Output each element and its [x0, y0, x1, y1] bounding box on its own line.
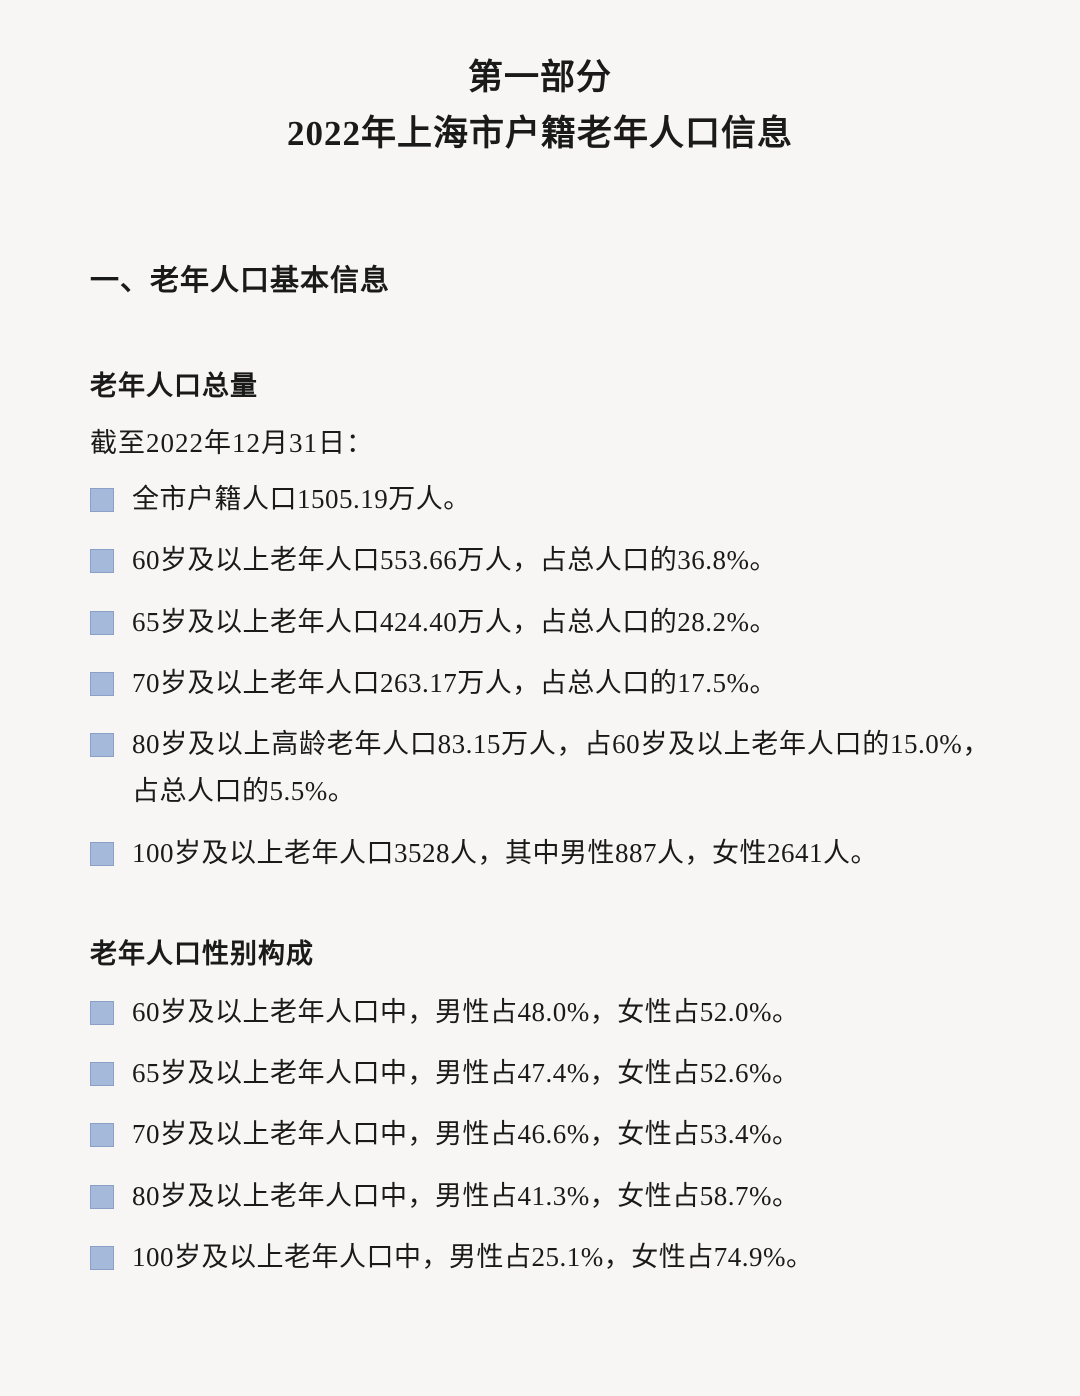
block-1-intro: 截至2022年12月31日：: [90, 421, 990, 460]
list-item: 65岁及以上老年人口424.40万人，占总人口的28.2%。: [90, 599, 990, 646]
title-main: 2022年上海市户籍老年人口信息: [90, 106, 990, 162]
list-item-text: 60岁及以上老年人口中，男性占48.0%，女性占52.0%。: [132, 989, 990, 1036]
square-bullet-icon: [90, 672, 114, 696]
list-item-text: 65岁及以上老年人口424.40万人，占总人口的28.2%。: [132, 599, 990, 646]
square-bullet-icon: [90, 488, 114, 512]
square-bullet-icon: [90, 1123, 114, 1147]
square-bullet-icon: [90, 733, 114, 757]
block-1-subheading: 老年人口总量: [90, 364, 990, 403]
list-item: 100岁及以上老年人口3528人，其中男性887人，女性2641人。: [90, 830, 990, 877]
square-bullet-icon: [90, 611, 114, 635]
list-item: 70岁及以上老年人口263.17万人，占总人口的17.5%。: [90, 660, 990, 707]
list-item-text: 100岁及以上老年人口中，男性占25.1%，女性占74.9%。: [132, 1234, 990, 1281]
list-item: 全市户籍人口1505.19万人。: [90, 476, 990, 523]
title-part-label: 第一部分: [90, 50, 990, 106]
square-bullet-icon: [90, 1062, 114, 1086]
square-bullet-icon: [90, 1246, 114, 1270]
block-2-subheading: 老年人口性别构成: [90, 932, 990, 971]
list-item: 60岁及以上老年人口中，男性占48.0%，女性占52.0%。: [90, 989, 990, 1036]
section-1-heading: 一、老年人口基本信息: [90, 257, 990, 299]
list-item-text: 100岁及以上老年人口3528人，其中男性887人，女性2641人。: [132, 830, 990, 877]
square-bullet-icon: [90, 1185, 114, 1209]
document-title-block: 第一部分 2022年上海市户籍老年人口信息: [90, 50, 990, 162]
list-item: 70岁及以上老年人口中，男性占46.6%，女性占53.4%。: [90, 1111, 990, 1158]
list-item: 60岁及以上老年人口553.66万人，占总人口的36.8%。: [90, 537, 990, 584]
list-item-text: 全市户籍人口1505.19万人。: [132, 476, 990, 523]
list-item-text: 65岁及以上老年人口中，男性占47.4%，女性占52.6%。: [132, 1050, 990, 1097]
list-item-text: 80岁及以上老年人口中，男性占41.3%，女性占58.7%。: [132, 1173, 990, 1220]
square-bullet-icon: [90, 1001, 114, 1025]
list-item-text: 70岁及以上老年人口中，男性占46.6%，女性占53.4%。: [132, 1111, 990, 1158]
list-item-text: 80岁及以上高龄老年人口83.15万人，占60岁及以上老年人口的15.0%，占总…: [132, 721, 990, 816]
block-1-list: 全市户籍人口1505.19万人。 60岁及以上老年人口553.66万人，占总人口…: [90, 476, 990, 877]
list-item: 80岁及以上老年人口中，男性占41.3%，女性占58.7%。: [90, 1173, 990, 1220]
list-item: 100岁及以上老年人口中，男性占25.1%，女性占74.9%。: [90, 1234, 990, 1281]
list-item-text: 70岁及以上老年人口263.17万人，占总人口的17.5%。: [132, 660, 990, 707]
list-item: 80岁及以上高龄老年人口83.15万人，占60岁及以上老年人口的15.0%，占总…: [90, 721, 990, 816]
square-bullet-icon: [90, 549, 114, 573]
square-bullet-icon: [90, 842, 114, 866]
block-2-list: 60岁及以上老年人口中，男性占48.0%，女性占52.0%。 65岁及以上老年人…: [90, 989, 990, 1281]
list-item: 65岁及以上老年人口中，男性占47.4%，女性占52.6%。: [90, 1050, 990, 1097]
list-item-text: 60岁及以上老年人口553.66万人，占总人口的36.8%。: [132, 537, 990, 584]
